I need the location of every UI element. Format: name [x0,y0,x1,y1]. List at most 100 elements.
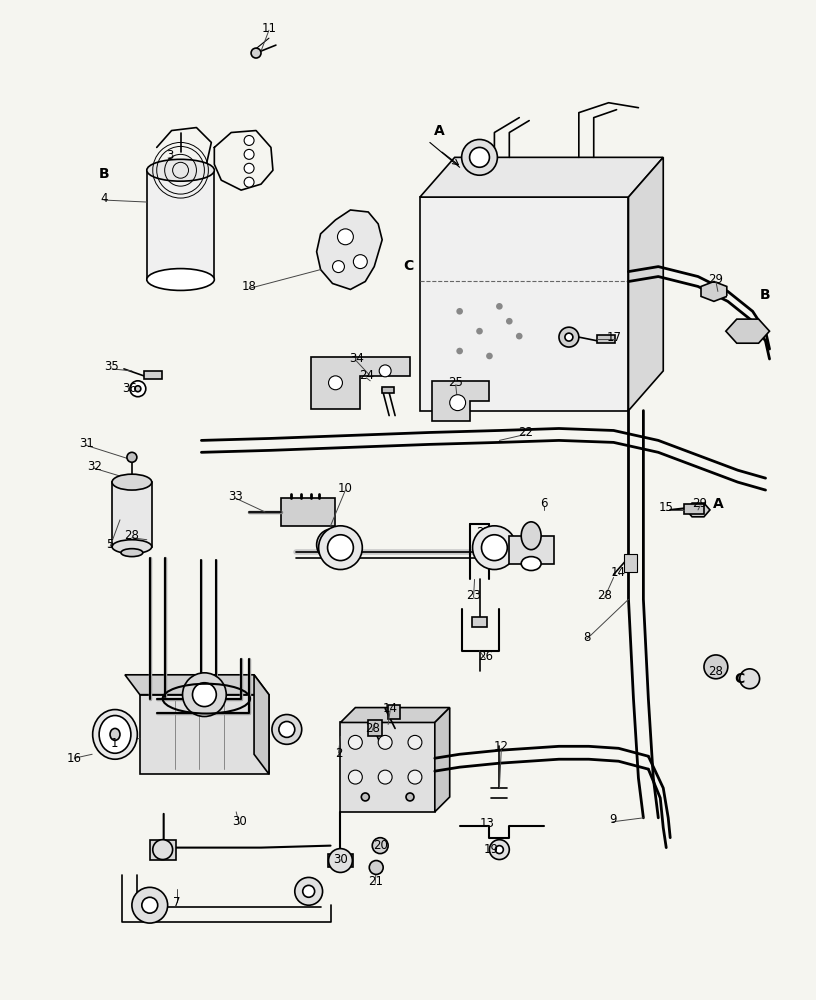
Circle shape [379,365,391,377]
Circle shape [318,526,362,570]
Circle shape [472,526,517,570]
Circle shape [348,735,362,749]
Circle shape [327,535,353,561]
Text: 21: 21 [368,875,383,888]
Bar [368,720,382,736]
Circle shape [469,147,490,167]
Text: 23: 23 [466,589,481,602]
Bar [150,840,175,860]
Circle shape [130,381,146,397]
Text: 16: 16 [67,752,82,765]
Circle shape [244,177,254,187]
Circle shape [457,309,462,314]
Circle shape [295,877,322,905]
Bar [144,371,162,379]
Circle shape [332,261,344,273]
Polygon shape [254,675,269,774]
Text: B: B [761,288,771,302]
Text: 32: 32 [86,460,101,473]
Bar [420,197,628,411]
Ellipse shape [93,710,137,759]
Text: A: A [434,124,446,138]
Text: 24: 24 [359,369,374,382]
Circle shape [353,255,367,269]
Polygon shape [701,281,727,301]
Text: 28: 28 [125,529,140,542]
Bar [472,617,487,627]
Text: 11: 11 [261,22,277,35]
Circle shape [329,849,353,872]
Bar [509,536,554,564]
Ellipse shape [521,557,541,571]
Circle shape [132,887,167,923]
Circle shape [279,721,295,737]
Polygon shape [435,708,450,812]
Text: 12: 12 [494,740,509,753]
Ellipse shape [112,474,152,490]
Text: 27: 27 [476,526,491,539]
Circle shape [183,673,226,717]
Circle shape [142,897,157,913]
Text: 1: 1 [110,737,118,750]
Text: A: A [712,497,723,511]
Ellipse shape [521,522,541,550]
Bar [147,170,215,280]
Circle shape [507,319,512,324]
Text: 6: 6 [540,497,548,510]
Text: 14: 14 [611,566,626,579]
Circle shape [372,838,388,854]
Bar [382,387,394,393]
Text: 33: 33 [228,490,242,503]
Text: 27: 27 [329,539,344,552]
Text: 22: 22 [517,426,533,439]
Circle shape [370,861,384,874]
Text: 18: 18 [242,280,256,293]
Bar [112,482,152,547]
Ellipse shape [147,269,215,290]
Circle shape [490,840,509,860]
Polygon shape [140,695,269,774]
Polygon shape [420,157,663,197]
Circle shape [317,529,348,561]
Ellipse shape [112,540,152,554]
Circle shape [244,163,254,173]
Bar [388,705,400,719]
Circle shape [135,386,141,392]
Polygon shape [686,503,710,517]
Circle shape [740,669,760,689]
Circle shape [408,770,422,784]
Text: 28: 28 [708,665,723,678]
Text: 5: 5 [106,538,113,551]
Circle shape [704,655,728,679]
Circle shape [329,376,343,390]
Polygon shape [432,381,490,421]
Circle shape [378,770,392,784]
Circle shape [559,327,579,347]
Ellipse shape [121,549,143,557]
Text: 17: 17 [607,331,622,344]
Text: 35: 35 [104,360,119,373]
Circle shape [127,452,137,462]
Circle shape [338,229,353,245]
Text: 19: 19 [484,843,499,856]
Text: 3: 3 [166,149,173,162]
Text: 28: 28 [597,589,612,602]
Circle shape [244,149,254,159]
Text: 29: 29 [693,497,707,510]
Circle shape [481,535,508,561]
Circle shape [462,139,498,175]
Circle shape [153,840,173,860]
Text: 30: 30 [333,853,348,866]
Ellipse shape [147,159,215,181]
Text: 20: 20 [373,839,388,852]
Circle shape [244,135,254,145]
Bar [623,554,637,572]
Text: B: B [99,167,109,181]
Polygon shape [317,210,382,289]
Circle shape [251,48,261,58]
Polygon shape [125,675,269,695]
Circle shape [193,683,216,707]
Text: 9: 9 [609,813,616,826]
Text: 28: 28 [365,722,379,735]
Circle shape [487,354,492,358]
